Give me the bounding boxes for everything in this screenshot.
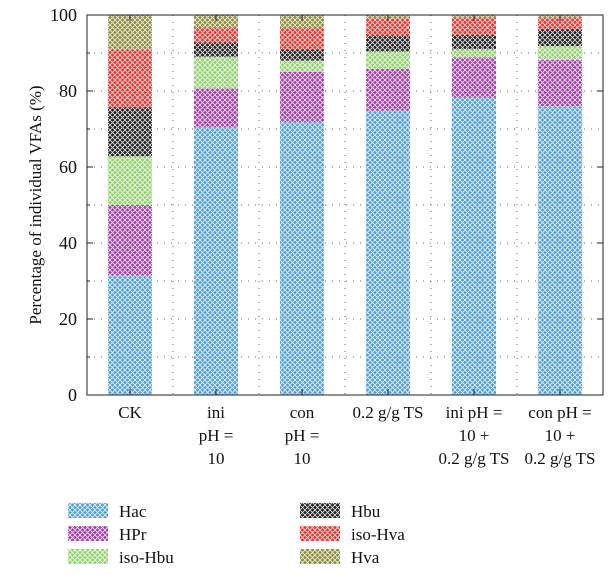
bar-segment-hac-5	[452, 97, 496, 396]
legend-swatch-hbu	[300, 503, 340, 518]
bar-segment-hac-1	[108, 275, 152, 395]
legend-label: Hva	[351, 548, 380, 567]
legend-label: iso-Hva	[351, 525, 405, 544]
bar-segment-hbu-4	[366, 35, 410, 52]
y-tick-label: 60	[59, 157, 77, 177]
legend-label: Hbu	[351, 502, 381, 521]
axes: 0 20 40 60 80 100 CK ini pH = 10 con pH = 10 0.2 g/g …	[26, 5, 604, 468]
bar-segment-hbu-1	[108, 107, 152, 157]
bar-segment-hpr-1	[108, 205, 152, 276]
bar-segment-hva-2	[194, 15, 238, 28]
bar-segment-hbu-2	[194, 42, 238, 57]
bar-segment-iso-hbu-1	[108, 156, 152, 205]
bar-segment-hpr-3	[280, 72, 324, 123]
bar-segment-iso-hva-4	[366, 18, 410, 36]
legend-item-iso-hva: iso-Hva	[300, 525, 405, 544]
legend-label: Hac	[119, 502, 147, 521]
x-tick-label: ini pH = 10	[199, 403, 234, 468]
x-tick-label: ini pH = 10 +0.2 g/g TS	[438, 403, 509, 468]
bar-segment-iso-hbu-6	[538, 46, 582, 60]
y-axis-title: Percentage of individual VFAs (%)	[26, 85, 45, 324]
legend-item-hbu: Hbu	[300, 502, 381, 521]
legend-label: iso-Hbu	[119, 548, 174, 567]
bar-segment-iso-hva-2	[194, 27, 238, 43]
y-tick-label: 0	[68, 385, 77, 405]
y-tick-label: 80	[59, 81, 77, 101]
y-tick-label: 40	[59, 233, 77, 253]
legend-swatch-iso-hva	[300, 526, 340, 541]
bar-segment-iso-hva-6	[538, 17, 582, 30]
bar-segment-hpr-5	[452, 57, 496, 98]
x-tick-label: con pH = 10 +0.2 g/g TS	[524, 403, 595, 468]
bar-segment-hac-3	[280, 122, 324, 395]
y-tick-label: 20	[59, 309, 77, 329]
legend: Hac HPr iso-Hbu Hbu iso-Hva Hva	[68, 502, 405, 567]
legend-swatch-hac	[68, 503, 108, 518]
bar-segment-iso-hva-3	[280, 27, 324, 50]
legend-swatch-hva	[300, 549, 340, 564]
legend-item-hva: Hva	[300, 548, 380, 567]
bar-segment-hac-2	[194, 127, 238, 395]
bar-segment-hbu-3	[280, 49, 324, 61]
bar-segment-iso-hbu-4	[366, 51, 410, 69]
plot-area	[87, 15, 603, 396]
bar-segment-iso-hbu-3	[280, 60, 324, 72]
legend-label: HPr	[119, 525, 147, 544]
bar-segment-iso-hva-1	[108, 49, 152, 108]
legend-swatch-iso-hbu	[68, 549, 108, 564]
bar-segment-hva-3	[280, 15, 324, 28]
bar-segment-hac-6	[538, 106, 582, 395]
legend-item-hpr: HPr	[68, 525, 147, 544]
bar-segment-hbu-5	[452, 34, 496, 50]
bar-segment-hac-4	[366, 110, 410, 395]
bar-segment-iso-hva-5	[452, 17, 496, 35]
bar-segment-hpr-2	[194, 88, 238, 128]
bar-segment-hbu-6	[538, 29, 582, 47]
x-tick-label: con pH = 10	[285, 403, 320, 468]
legend-item-iso-hbu: iso-Hbu	[68, 548, 174, 567]
bar-segment-hpr-4	[366, 68, 410, 111]
x-tick-label: 0.2 g/g TS	[352, 403, 423, 422]
bar-segment-iso-hbu-5	[452, 49, 496, 58]
bar-segment-iso-hbu-2	[194, 56, 238, 89]
legend-item-hac: Hac	[68, 502, 147, 521]
y-tick-label: 100	[50, 5, 77, 25]
legend-swatch-hpr	[68, 526, 108, 541]
x-tick-label: CK	[118, 403, 142, 422]
bar-segment-hpr-6	[538, 59, 582, 107]
